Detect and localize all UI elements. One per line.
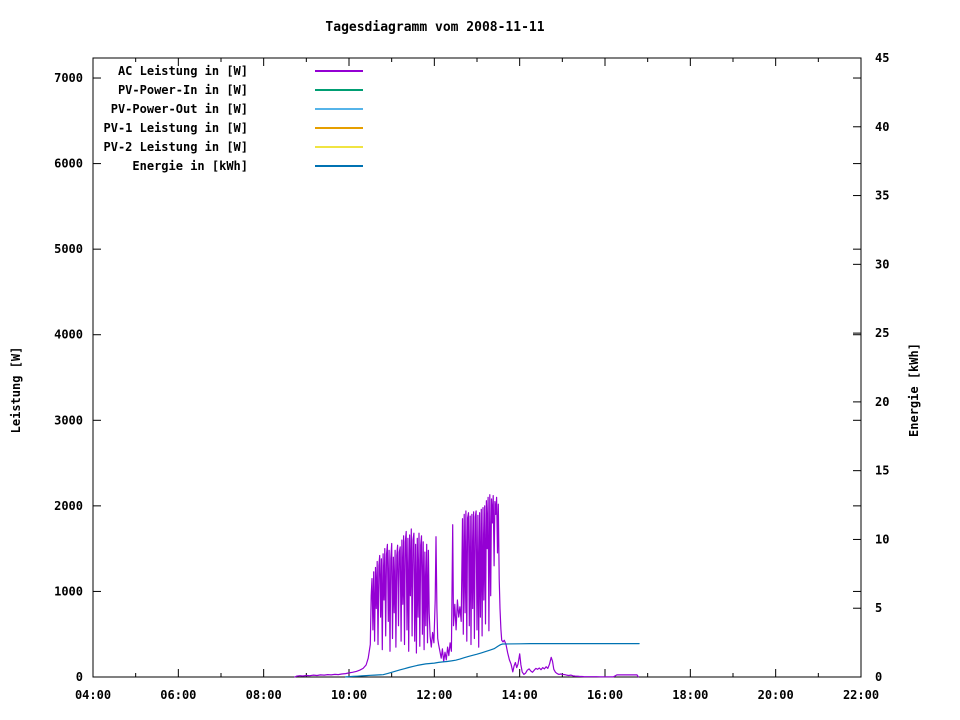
y-right-tick-label: 25 xyxy=(875,326,889,340)
x-axis-tick-label: 12:00 xyxy=(416,688,452,702)
y-left-tick-label: 4000 xyxy=(54,328,83,342)
x-axis-tick-label: 22:00 xyxy=(843,688,879,702)
y-right-tick-label: 15 xyxy=(875,464,889,478)
x-axis-tick-label: 06:00 xyxy=(160,688,196,702)
y-left-tick-label: 7000 xyxy=(54,71,83,85)
y-right-tick-label: 30 xyxy=(875,257,889,271)
x-axis-tick-label: 10:00 xyxy=(331,688,367,702)
x-axis-tick-label: 04:00 xyxy=(75,688,111,702)
y-right-tick-label: 45 xyxy=(875,51,889,65)
legend-item-label: PV-1 Leistung in [W] xyxy=(104,121,249,135)
x-axis-tick-label: 08:00 xyxy=(246,688,282,702)
legend-item-label: Energie in [kWh] xyxy=(132,159,248,173)
y-right-tick-label: 5 xyxy=(875,601,882,615)
y-left-tick-label: 2000 xyxy=(54,499,83,513)
y-left-tick-label: 5000 xyxy=(54,242,83,256)
series-line-ac-leistung-in-w- xyxy=(294,494,639,678)
y-right-axis-title: Energie [kWh] xyxy=(907,343,921,437)
legend-item-label: PV-Power-In in [W] xyxy=(118,83,248,97)
series-line-energie-in-kwh- xyxy=(345,643,640,678)
y-right-tick-label: 0 xyxy=(875,670,882,684)
legend-item-label: AC Leistung in [W] xyxy=(118,64,248,78)
y-right-tick-label: 35 xyxy=(875,189,889,203)
y-left-tick-label: 1000 xyxy=(54,584,83,598)
x-axis-tick-label: 14:00 xyxy=(502,688,538,702)
legend-item-label: PV-Power-Out in [W] xyxy=(111,102,248,116)
y-right-tick-label: 10 xyxy=(875,532,889,546)
y-right-tick-label: 40 xyxy=(875,120,889,134)
x-axis-tick-label: 16:00 xyxy=(587,688,623,702)
y-left-tick-label: 3000 xyxy=(54,413,83,427)
x-axis-tick-label: 18:00 xyxy=(672,688,708,702)
chart-title: Tagesdiagramm vom 2008-11-11 xyxy=(325,20,545,35)
y-left-tick-label: 0 xyxy=(76,670,83,684)
x-axis-tick-label: 20:00 xyxy=(758,688,794,702)
y-left-axis-title: Leistung [W] xyxy=(9,347,23,434)
y-right-tick-label: 20 xyxy=(875,395,889,409)
legend-item-label: PV-2 Leistung in [W] xyxy=(104,140,249,154)
y-left-tick-label: 6000 xyxy=(54,157,83,171)
